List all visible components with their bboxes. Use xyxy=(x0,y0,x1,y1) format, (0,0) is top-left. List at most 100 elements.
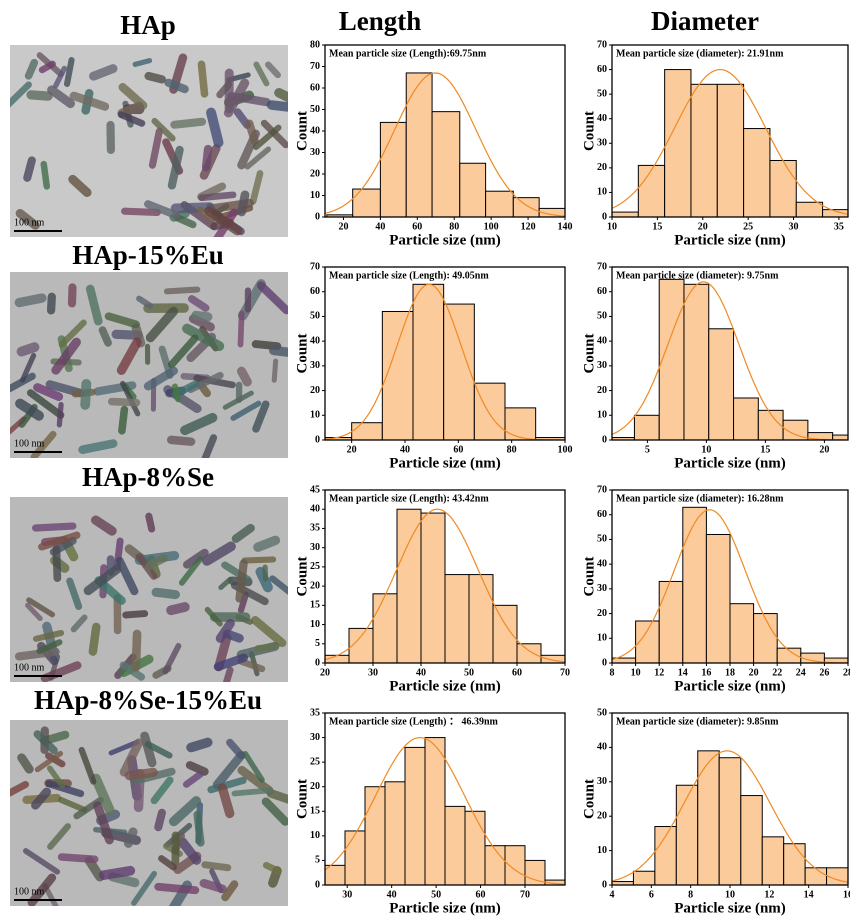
rod xyxy=(251,340,282,351)
x-tick-label: 10 xyxy=(631,667,641,678)
rod xyxy=(78,746,97,785)
x-tick-label: 10 xyxy=(701,444,711,455)
rod xyxy=(119,738,144,777)
rod xyxy=(236,366,252,387)
y-tick-label: 0 xyxy=(315,211,320,222)
bar xyxy=(804,867,828,885)
bar xyxy=(352,188,381,217)
x-tick-label: 28 xyxy=(843,667,850,678)
rod xyxy=(51,337,81,375)
rod xyxy=(166,602,190,616)
rod xyxy=(271,358,279,383)
bar xyxy=(516,643,542,663)
rod xyxy=(201,861,232,872)
rod xyxy=(15,208,40,230)
rod xyxy=(170,117,207,129)
annotation: Mean particle size (Length):69.75nm xyxy=(329,48,487,59)
x-tick-label: 10 xyxy=(607,221,617,232)
plot-area xyxy=(612,68,848,217)
rod xyxy=(182,771,204,788)
plot-frame xyxy=(611,266,849,441)
rod xyxy=(158,855,177,871)
bar xyxy=(364,786,386,885)
rod xyxy=(26,90,53,101)
row-label: HAp-15%Eu xyxy=(72,240,224,270)
bar xyxy=(633,414,660,440)
y-tick-label: 20 xyxy=(310,580,320,591)
x-tick-label: 100 xyxy=(484,221,499,232)
rod xyxy=(177,837,202,865)
annotation: Mean particle size (diameter): 21.91nm xyxy=(616,48,784,59)
bar xyxy=(431,111,461,217)
y-tick-label: 50 xyxy=(597,311,607,322)
rod xyxy=(244,146,272,170)
x-tick-label: 40 xyxy=(416,667,426,678)
x-tick-label: 8 xyxy=(610,667,615,678)
x-tick-label: 60 xyxy=(512,667,522,678)
rod xyxy=(26,597,56,618)
rod xyxy=(24,58,39,80)
rod xyxy=(117,111,146,127)
rod xyxy=(57,853,99,864)
rod xyxy=(168,796,202,827)
rod xyxy=(201,144,213,172)
x-tick-label: 25 xyxy=(743,221,753,232)
y-tick-label: 70 xyxy=(597,39,607,50)
rod xyxy=(91,515,117,536)
bar xyxy=(468,574,494,663)
rod xyxy=(164,78,189,94)
plot-area xyxy=(325,72,565,217)
y-tick-label: 30 xyxy=(597,776,607,787)
rod xyxy=(121,207,161,216)
bar xyxy=(612,211,639,217)
y-tick-label: 20 xyxy=(310,385,320,396)
column-title: Length xyxy=(339,6,422,36)
scale-bar-label: 100 nm xyxy=(14,662,45,673)
y-tick-label: 0 xyxy=(602,434,607,445)
rod xyxy=(199,878,227,894)
rod xyxy=(140,731,157,768)
rod xyxy=(15,398,44,421)
y-tick-label: 10 xyxy=(310,830,320,841)
bar xyxy=(504,407,537,440)
rod xyxy=(33,730,58,755)
rod xyxy=(122,610,149,619)
y-tick-label: 10 xyxy=(597,845,607,856)
rod xyxy=(27,873,57,906)
rod xyxy=(206,107,224,148)
rod xyxy=(17,753,34,774)
rod xyxy=(212,750,246,790)
x-axis-label: Particle size (nm) xyxy=(389,232,501,248)
rod xyxy=(252,400,270,433)
plot-frame xyxy=(324,712,566,886)
y-axis-label: Count xyxy=(581,333,597,373)
y-tick-label: 30 xyxy=(597,360,607,371)
annotation: Mean particle size (diameter): 9.75nm xyxy=(616,270,779,281)
y-tick-label: 40 xyxy=(310,504,320,515)
x-tick-label: 60 xyxy=(412,221,422,232)
rod xyxy=(119,661,146,681)
y-tick-label: 50 xyxy=(310,104,320,115)
bar xyxy=(740,795,763,885)
rod xyxy=(57,796,88,813)
x-tick-label: 60 xyxy=(476,889,486,900)
bar xyxy=(658,278,685,440)
tem-image xyxy=(10,497,288,682)
y-tick-label: 15 xyxy=(310,600,320,611)
x-tick-label: 20 xyxy=(320,667,330,678)
rod xyxy=(144,71,166,84)
y-tick-label: 40 xyxy=(310,125,320,136)
rod xyxy=(38,531,81,551)
rod xyxy=(22,848,61,875)
rod xyxy=(226,738,246,760)
rod xyxy=(173,214,197,229)
rod xyxy=(42,883,59,906)
rod xyxy=(10,372,36,393)
rod xyxy=(162,643,182,675)
bar xyxy=(637,164,666,217)
y-tick-label: 30 xyxy=(310,732,320,743)
rod xyxy=(151,587,180,600)
scale-bar-label: 100 nm xyxy=(14,438,45,449)
x-axis-label: Particle size (nm) xyxy=(674,678,786,694)
plot-area xyxy=(612,506,848,663)
